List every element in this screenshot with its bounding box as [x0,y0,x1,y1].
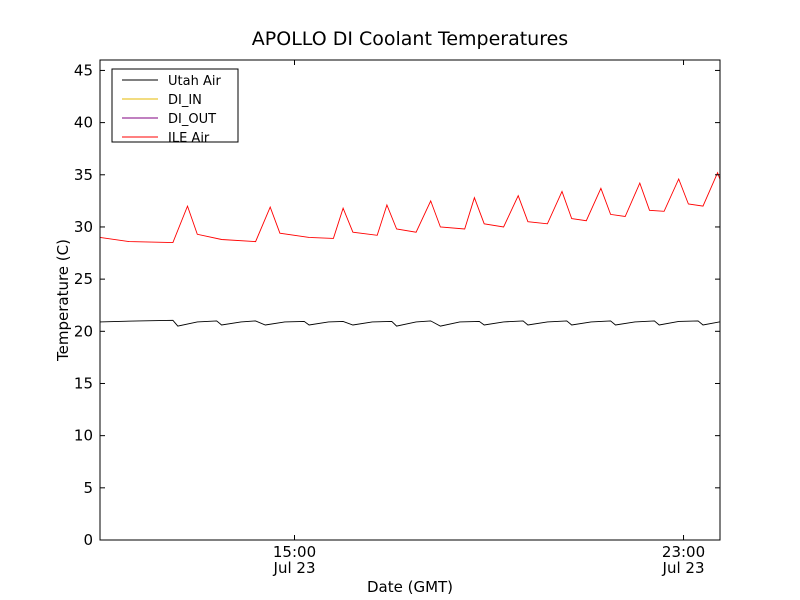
series-line-ile-air [100,171,720,244]
y-tick-label: 5 [83,479,93,497]
x-tick-label-date: Jul 23 [662,559,705,577]
legend-box [111,68,239,143]
x-tick-label-date: Jul 23 [273,559,316,577]
y-tick-label: 0 [83,531,93,549]
y-tick-label: 10 [74,427,93,445]
y-tick-label: 40 [74,114,93,132]
plot-frame [99,59,721,541]
legend-label-di-out: DI_OUT [168,112,216,127]
x-tick-label-time: 15:00 [273,543,316,561]
y-tick-label: 15 [74,374,93,392]
y-axis-label: Temperature (C) [54,239,72,362]
y-tick-label: 45 [74,61,93,79]
x-tick-label-time: 23:00 [662,543,705,561]
chart-title: APOLLO DI Coolant Temperatures [252,28,568,50]
y-tick-label: 35 [74,166,93,184]
y-tick-label: 20 [74,322,93,340]
y-tick-label: 25 [74,270,93,288]
legend-label-utah-air: Utah Air [168,74,221,89]
x-axis-label: Date (GMT) [367,578,453,596]
legend: Utah Air DI_IN DI_OUT ILE Air [111,68,239,146]
legend-label-ile-air: ILE Air [168,131,210,146]
legend-label-di-in: DI_IN [168,93,202,108]
y-tick-label: 30 [74,218,93,236]
series-line-utah-air [100,319,720,327]
